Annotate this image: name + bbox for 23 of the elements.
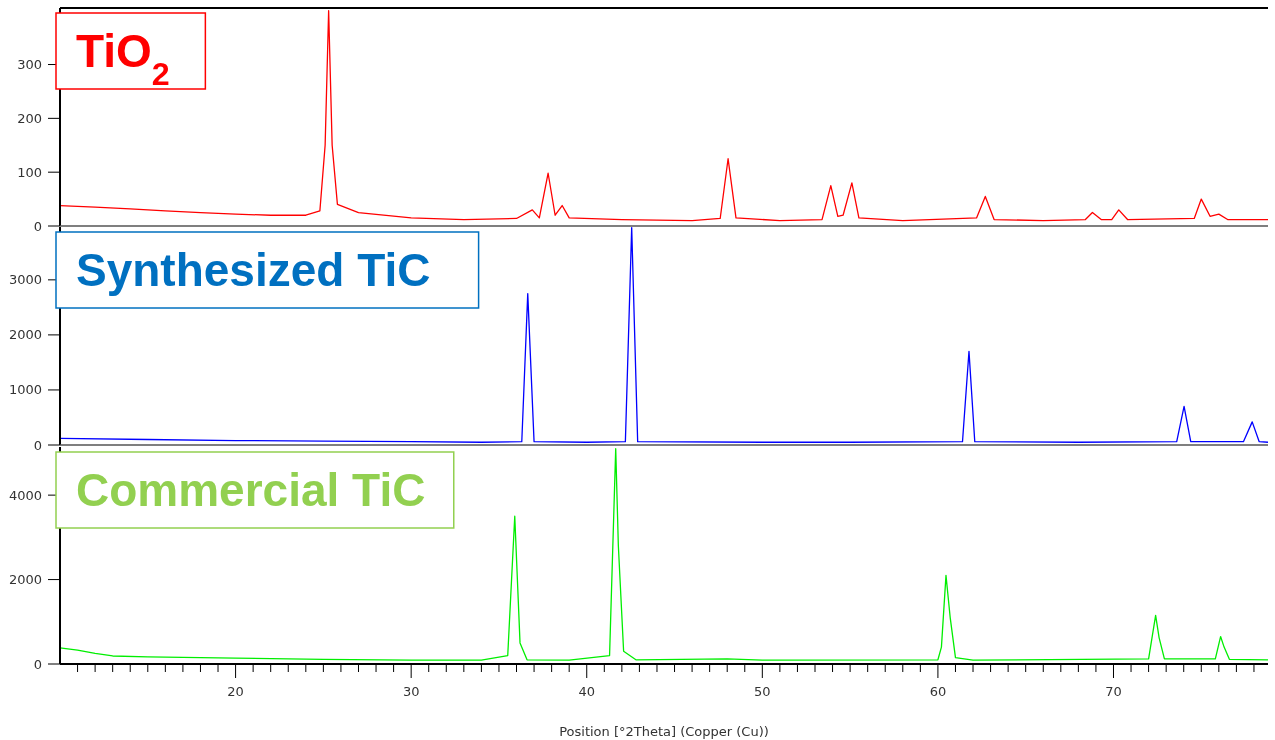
line-series [59, 448, 1269, 661]
x-tick-label: 30 [402, 684, 420, 699]
y-tick-label: 200 [17, 110, 42, 126]
y-tick-label: 0 [33, 437, 42, 453]
x-tick-label: 60 [929, 684, 947, 699]
x-tick-label: 20 [227, 684, 244, 699]
x-tick-label: 50 [754, 684, 771, 699]
y-tick-label: 300 [17, 57, 42, 73]
line-series [59, 226, 1269, 443]
y-tick-label: 4000 [8, 487, 42, 503]
y-tick-label: 0 [33, 656, 42, 672]
x-axis-title: Position [°2Theta] (Copper (Cu)) [559, 724, 769, 739]
text: TiO$_{2}$ [76, 25, 170, 92]
x-tick-label: 40 [578, 684, 596, 699]
y-tick-label: 0 [33, 218, 42, 234]
y-tick-label: 100 [17, 164, 42, 180]
chart-title: Synthesized TiC [76, 244, 431, 296]
y-tick-label: 3000 [8, 272, 42, 288]
x-tick-label: 70 [1105, 684, 1122, 699]
y-tick-label: 2000 [8, 572, 42, 588]
y-tick-label: 1000 [8, 382, 42, 398]
y-tick-label: 2000 [8, 327, 42, 343]
chart-title: Commercial TiC [76, 464, 426, 516]
